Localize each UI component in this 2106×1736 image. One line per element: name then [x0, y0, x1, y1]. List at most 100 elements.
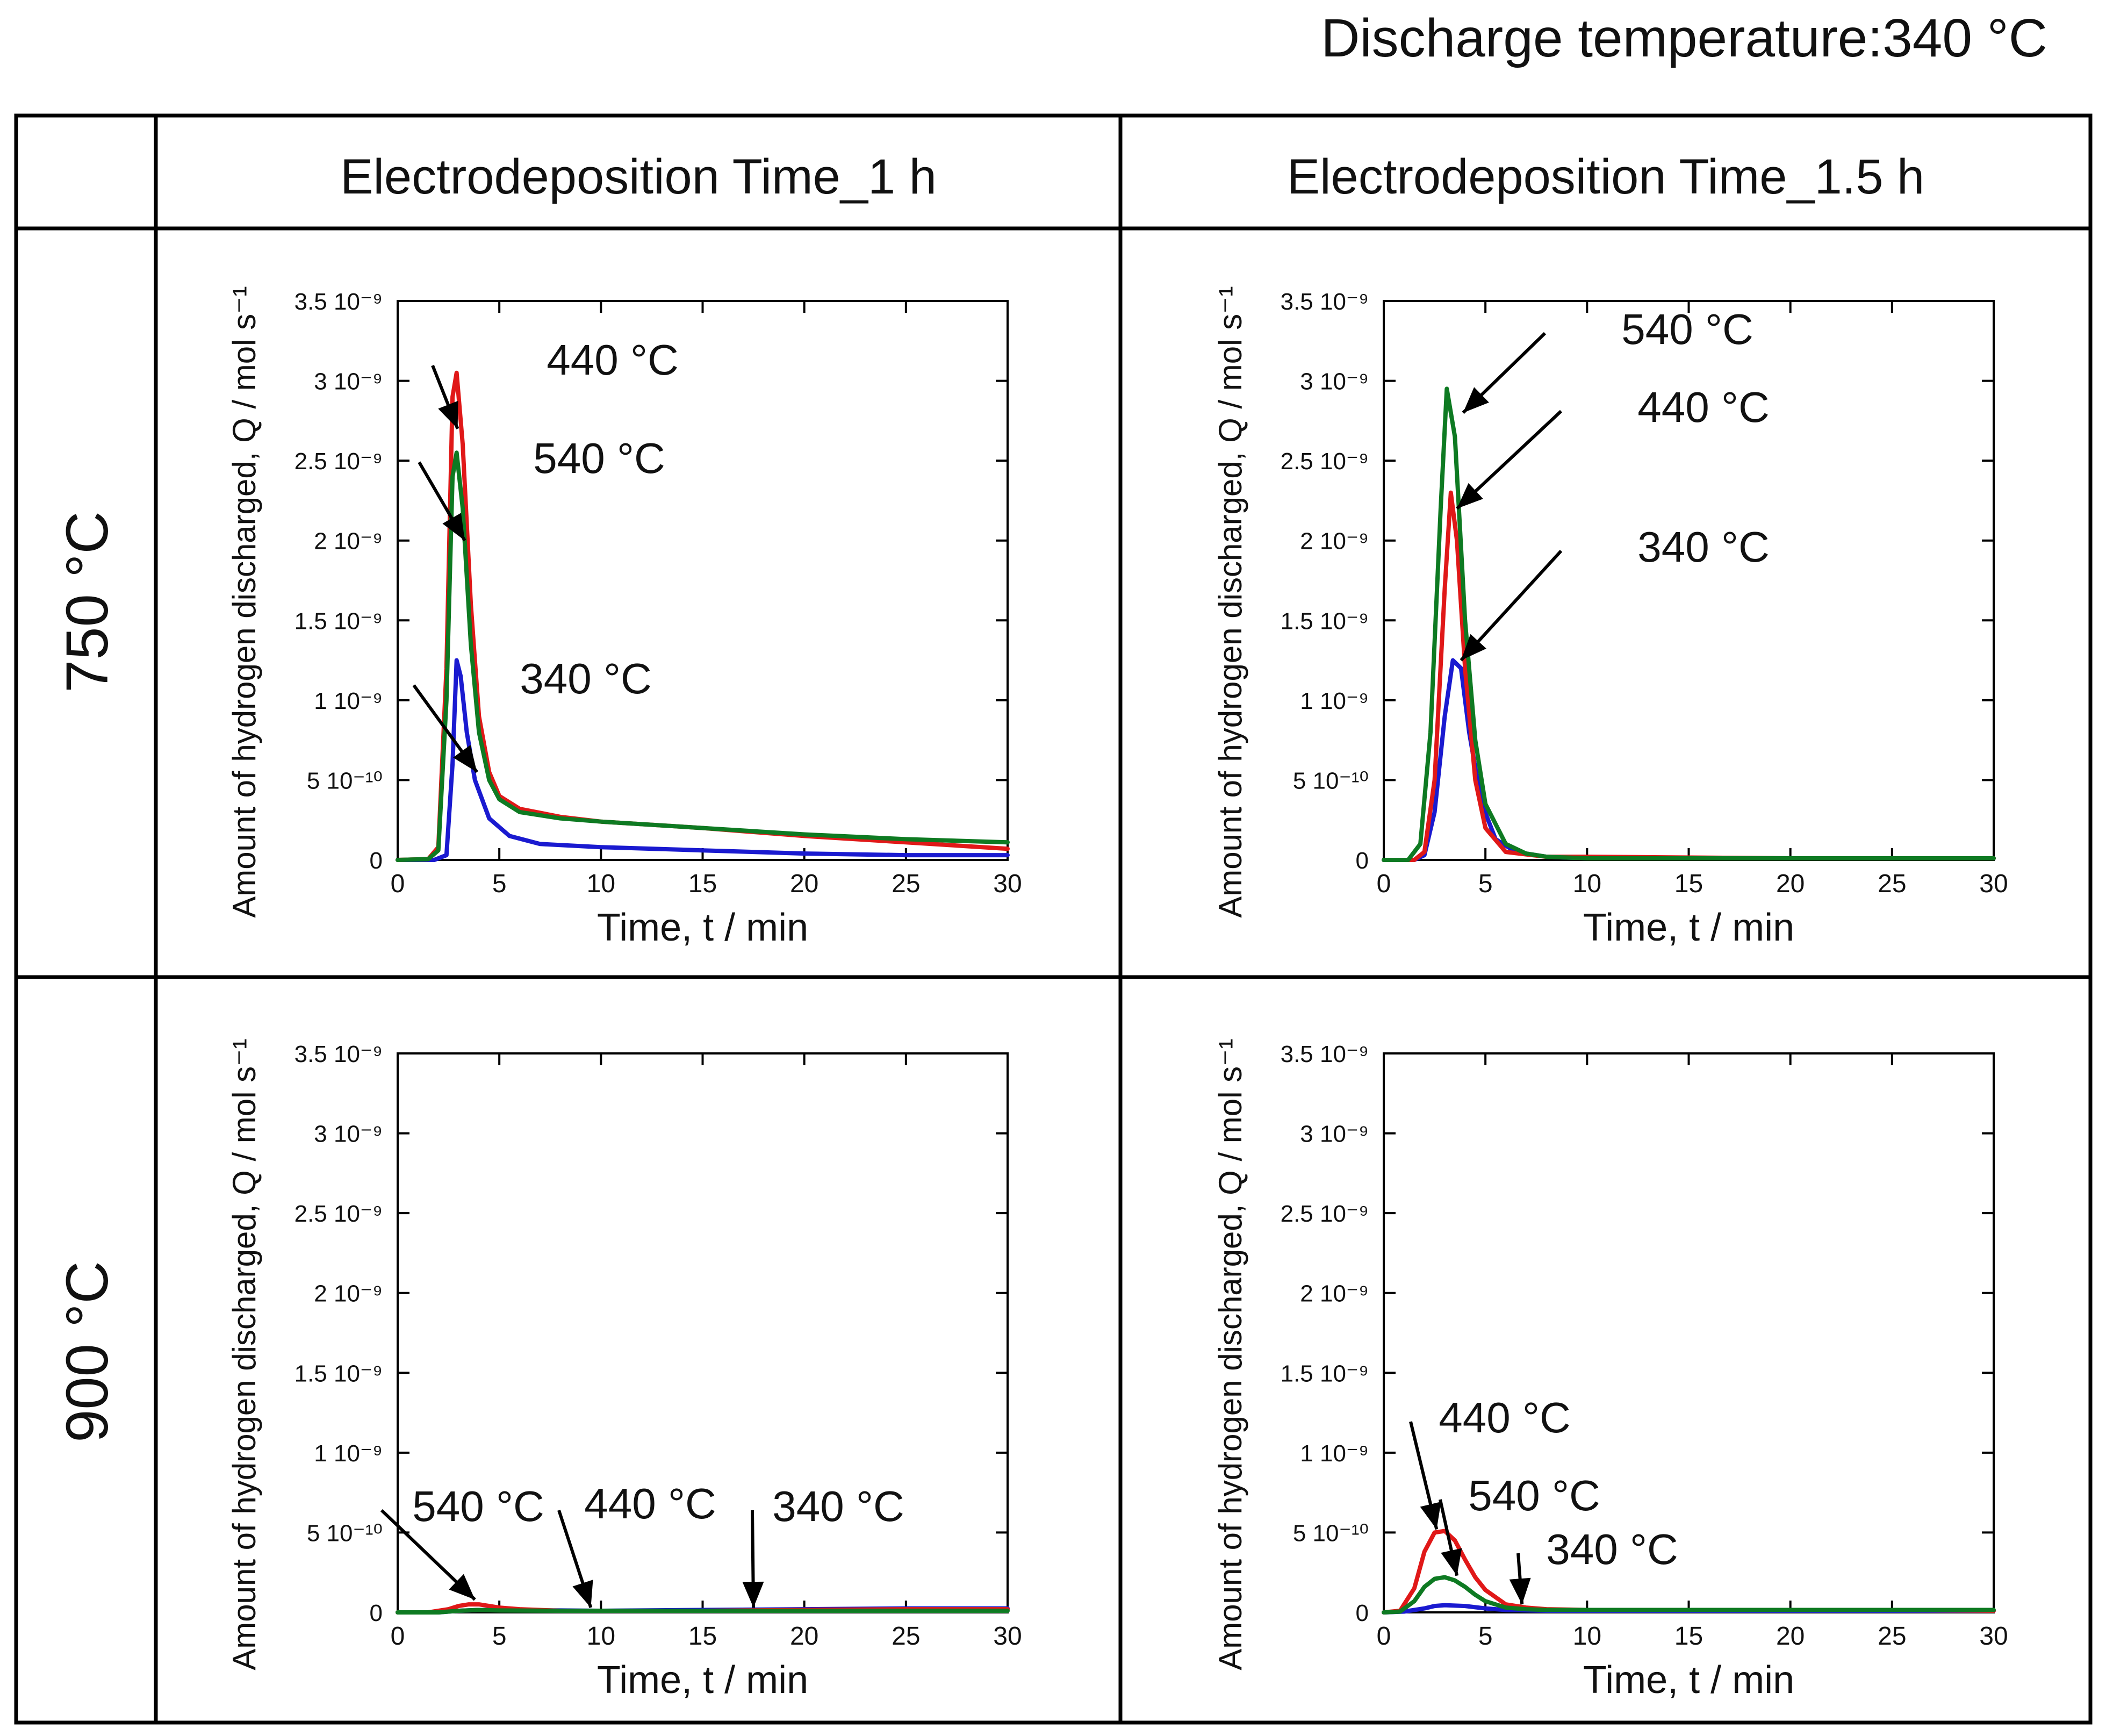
- annotation-arrowhead: [453, 745, 477, 772]
- annotation-arrowhead: [1509, 1577, 1531, 1605]
- x-tick-label: 10: [587, 870, 615, 898]
- y-tick-label: 3.5 10⁻⁹: [294, 1041, 383, 1067]
- row-header-900: 900 °C: [54, 1261, 120, 1443]
- x-tick-label: 20: [1776, 870, 1805, 898]
- y-tick-label: 1 10⁻⁹: [314, 688, 383, 714]
- x-tick-label: 25: [892, 1622, 920, 1651]
- y-tick-label: 3.5 10⁻⁹: [294, 289, 383, 315]
- annotation-label: 540 °C: [1621, 305, 1753, 353]
- y-tick-label: 0: [370, 848, 383, 874]
- annotation-label: 540 °C: [1468, 1472, 1600, 1519]
- x-tick-label: 15: [688, 870, 717, 898]
- annotation-arrowhead: [1441, 1548, 1462, 1576]
- row-header-750: 750 °C: [54, 511, 120, 693]
- annotation-arrowhead: [572, 1580, 593, 1608]
- x-tick-label: 5: [1478, 870, 1493, 898]
- y-tick-label: 3.5 10⁻⁹: [1281, 1041, 1369, 1067]
- x-axis-label: Time, t / min: [1583, 906, 1794, 949]
- y-tick-label: 5 10⁻¹⁰: [307, 767, 383, 794]
- x-tick-label: 20: [1776, 1622, 1805, 1651]
- y-axis-label: Amount of hydrogen discharged, Q / mol s…: [226, 286, 262, 918]
- y-tick-label: 5 10⁻¹⁰: [1293, 1520, 1369, 1546]
- x-tick-label: 5: [492, 870, 507, 898]
- y-axis-label: Amount of hydrogen discharged, Q / mol s…: [226, 1038, 262, 1670]
- annotation-label: 440 °C: [1439, 1394, 1570, 1441]
- x-tick-label: 30: [993, 870, 1022, 898]
- y-tick-label: 3 10⁻⁹: [314, 369, 383, 395]
- x-axis-label: Time, t / min: [1583, 1659, 1794, 1702]
- annotation-label: 540 °C: [533, 434, 665, 482]
- y-axis-label: Amount of hydrogen discharged, Q / mol s…: [1212, 1038, 1248, 1670]
- x-tick-label: 30: [993, 1622, 1022, 1651]
- annotation-arrowhead: [1463, 387, 1489, 413]
- x-tick-label: 20: [790, 1622, 818, 1651]
- y-tick-label: 2 10⁻⁹: [314, 1281, 383, 1307]
- annotation-label: 440 °C: [1637, 383, 1769, 431]
- chart-panel-2: 0 5 10⁻¹⁰ 1 10⁻⁹ 1.5 10⁻⁹ 2 10⁻⁹ 2.5 10⁻⁹ 3 10…: [1212, 286, 2008, 949]
- x-tick-label: 10: [587, 1622, 615, 1651]
- x-tick-label: 25: [892, 870, 920, 898]
- annotation-label: 340 °C: [1637, 523, 1769, 571]
- x-tick-label: 0: [1377, 1622, 1391, 1651]
- x-tick-label: 30: [1979, 870, 2008, 898]
- y-tick-label: 2.5 10⁻⁹: [294, 1201, 383, 1227]
- x-tick-label: 5: [1478, 1622, 1493, 1651]
- y-tick-label: 2.5 10⁻⁹: [1281, 1201, 1369, 1227]
- x-tick-label: 25: [1878, 870, 1906, 898]
- annotation-label: 540 °C: [412, 1482, 544, 1530]
- annotation-arrowhead: [1461, 634, 1486, 661]
- y-tick-label: 0: [1356, 848, 1369, 874]
- table-grid: [14, 113, 2093, 1725]
- y-tick-label: 5 10⁻¹⁰: [1293, 767, 1369, 794]
- x-tick-label: 0: [391, 870, 405, 898]
- series-line-540: [396, 450, 1010, 862]
- x-tick-label: 15: [688, 1622, 717, 1651]
- x-axis-label: Time, t / min: [597, 1659, 808, 1702]
- y-tick-label: 2 10⁻⁹: [314, 528, 383, 555]
- annotation-arrowhead: [1420, 1502, 1441, 1530]
- annotation-label: 440 °C: [584, 1480, 716, 1527]
- y-tick-label: 1.5 10⁻⁹: [294, 608, 383, 634]
- x-tick-label: 15: [1674, 870, 1703, 898]
- series-line-540: [1382, 1575, 1996, 1615]
- annotation-arrowhead: [438, 400, 458, 429]
- y-tick-label: 3 10⁻⁹: [1300, 369, 1369, 395]
- x-tick-label: 20: [790, 870, 818, 898]
- column-header-1_5h: Electrodeposition Time_1.5 h: [1287, 149, 1924, 204]
- x-tick-label: 15: [1674, 1622, 1703, 1651]
- x-tick-label: 30: [1979, 1622, 2008, 1651]
- y-tick-label: 2.5 10⁻⁹: [1281, 448, 1369, 475]
- x-tick-label: 10: [1573, 870, 1601, 898]
- series-line-340: [396, 658, 1010, 862]
- y-tick-label: 3 10⁻⁹: [314, 1121, 383, 1147]
- chart-panel-1: 0 5 10⁻¹⁰ 1 10⁻⁹ 1.5 10⁻⁹ 2 10⁻⁹ 2.5 10⁻⁹ 3 10…: [226, 286, 1022, 949]
- y-tick-label: 1.5 10⁻⁹: [1281, 608, 1369, 634]
- annotation-label: 340 °C: [520, 655, 651, 702]
- chart-panel-4: 0 5 10⁻¹⁰ 1 10⁻⁹ 1.5 10⁻⁹ 2 10⁻⁹ 2.5 10⁻⁹ 3 10…: [1212, 1038, 2008, 1702]
- y-tick-label: 1 10⁻⁹: [1300, 688, 1369, 714]
- y-tick-label: 2.5 10⁻⁹: [294, 448, 383, 475]
- annotation-arrowhead: [742, 1581, 764, 1608]
- series-line-540: [396, 1608, 1010, 1615]
- y-axis-label: Amount of hydrogen discharged, Q / mol s…: [1212, 286, 1248, 918]
- y-tick-label: 3.5 10⁻⁹: [1281, 289, 1369, 315]
- annotation-arrowhead: [442, 513, 465, 541]
- annotation-arrowhead: [449, 1574, 475, 1600]
- y-tick-label: 0: [1356, 1600, 1369, 1626]
- x-tick-label: 10: [1573, 1622, 1601, 1651]
- y-tick-label: 1 10⁻⁹: [314, 1440, 383, 1467]
- y-tick-label: 1.5 10⁻⁹: [294, 1360, 383, 1387]
- x-tick-label: 25: [1878, 1622, 1906, 1651]
- annotation-arrowhead: [1457, 483, 1483, 509]
- y-tick-label: 2 10⁻⁹: [1300, 1281, 1369, 1307]
- column-header-1h: Electrodeposition Time_1 h: [340, 149, 937, 204]
- x-tick-label: 0: [1377, 870, 1391, 898]
- y-tick-label: 3 10⁻⁹: [1300, 1121, 1369, 1147]
- annotation-label: 440 °C: [547, 336, 678, 384]
- annotation-label: 340 °C: [1546, 1525, 1678, 1573]
- y-tick-label: 1.5 10⁻⁹: [1281, 1360, 1369, 1387]
- figure-title: Discharge temperature:340 °C: [1321, 8, 2047, 68]
- series-line-540: [1382, 386, 1996, 862]
- y-tick-label: 5 10⁻¹⁰: [307, 1520, 383, 1546]
